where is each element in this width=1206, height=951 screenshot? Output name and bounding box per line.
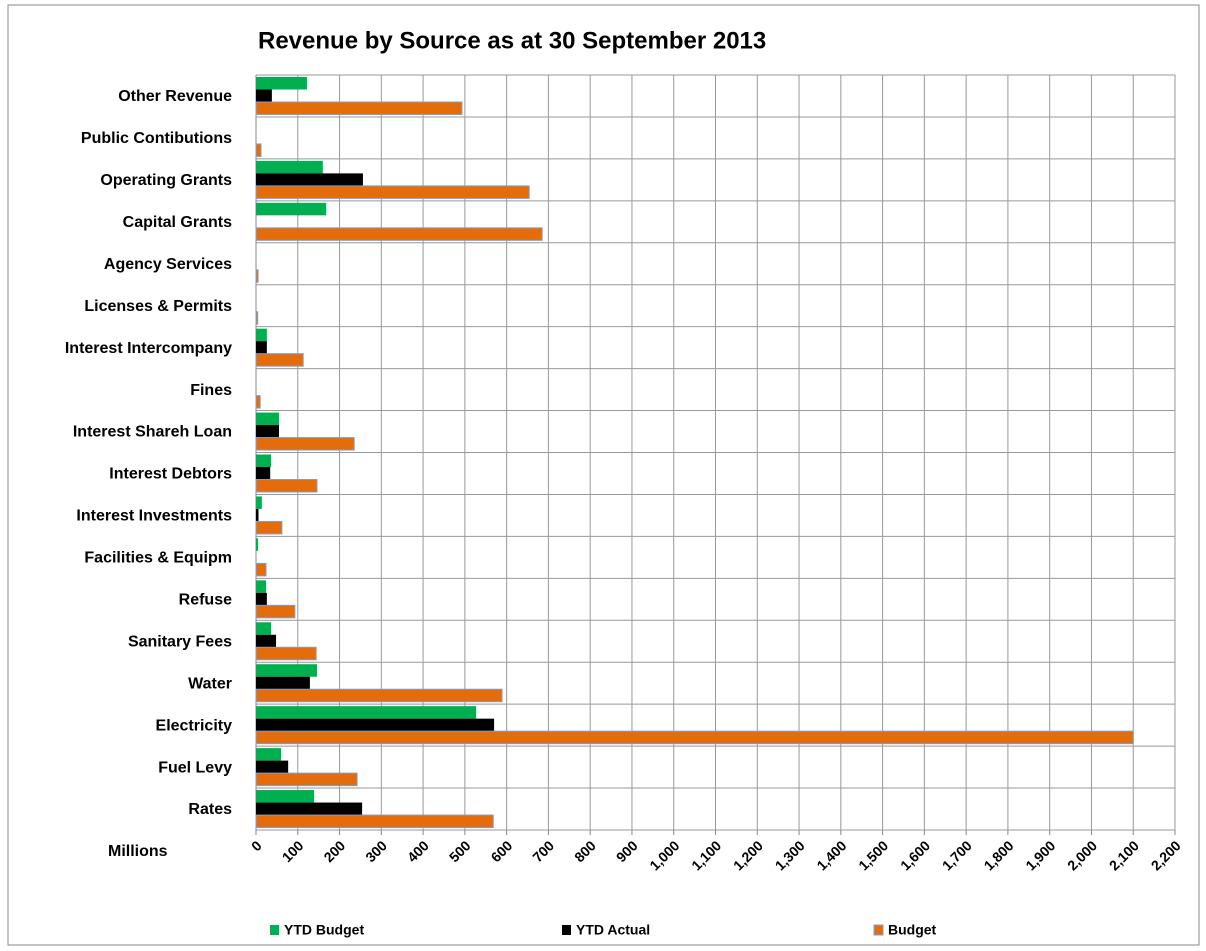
bar (255, 604, 296, 619)
bar (256, 748, 282, 761)
bar (256, 160, 323, 174)
x-axis-label: Millions (108, 843, 168, 860)
bar (255, 479, 318, 493)
bar (255, 437, 355, 451)
bar (256, 508, 259, 522)
y-tick-label: Interest Shareh Loan (73, 424, 232, 441)
y-tick-label: Fuel Levy (158, 759, 232, 776)
bar (256, 341, 267, 354)
chart-title: Revenue by Source as at 30 September 201… (258, 27, 766, 54)
legend-label: YTD Budget (284, 922, 364, 938)
bar (255, 269, 259, 283)
bar (255, 814, 494, 829)
y-tick-label: Facilities & Equipm (84, 550, 232, 567)
bar (256, 202, 327, 216)
bar (256, 454, 272, 467)
bar (256, 496, 262, 509)
y-tick-label: Public Contibutions (81, 130, 232, 147)
y-tick-label: Operating Grants (100, 172, 232, 189)
bar (256, 425, 279, 438)
y-tick-label: Other Revenue (118, 88, 232, 105)
bar (256, 802, 363, 816)
bar (256, 328, 267, 342)
y-tick-label: Agency Services (104, 256, 232, 273)
legend-label: Budget (888, 922, 937, 938)
bar (256, 538, 259, 551)
bar (256, 676, 310, 690)
y-tick-label: Interest Intercompany (65, 340, 232, 357)
y-tick-label: Capital Grants (123, 214, 232, 231)
bar (255, 185, 530, 199)
bar (256, 622, 272, 635)
y-tick-label: Fines (190, 382, 232, 399)
y-tick-label: Refuse (179, 592, 232, 609)
bar (255, 311, 259, 325)
bar (256, 89, 272, 102)
bar (255, 395, 261, 409)
bar (256, 790, 315, 803)
bar (256, 467, 271, 480)
bar (255, 143, 262, 157)
y-tick-label: Water (188, 675, 232, 692)
bar (256, 718, 495, 732)
bar (256, 664, 317, 677)
bar (256, 592, 267, 606)
bar (255, 227, 543, 241)
bar (255, 772, 358, 787)
bar (255, 353, 304, 367)
bar (255, 688, 503, 703)
legend-swatch (562, 925, 571, 935)
bar (256, 706, 477, 719)
bar (255, 101, 463, 115)
bar (256, 760, 289, 774)
legend-label: YTD Actual (576, 922, 650, 938)
bar (256, 173, 363, 186)
bar (255, 520, 283, 535)
bar (256, 412, 279, 426)
legend-swatch (270, 925, 279, 935)
y-tick-label: Rates (188, 801, 232, 818)
y-tick-label: Sanitary Fees (128, 633, 232, 650)
legend-swatch (873, 924, 884, 936)
bar (255, 730, 1134, 745)
bar (256, 580, 267, 593)
bar (256, 634, 277, 648)
bar (255, 646, 317, 661)
y-tick-label: Licenses & Permits (84, 298, 232, 315)
y-tick-label: Interest Investments (76, 508, 232, 525)
y-tick-label: Electricity (156, 717, 233, 734)
y-tick-label: Interest Debtors (109, 466, 232, 483)
bar (256, 77, 307, 90)
bar (255, 562, 267, 577)
